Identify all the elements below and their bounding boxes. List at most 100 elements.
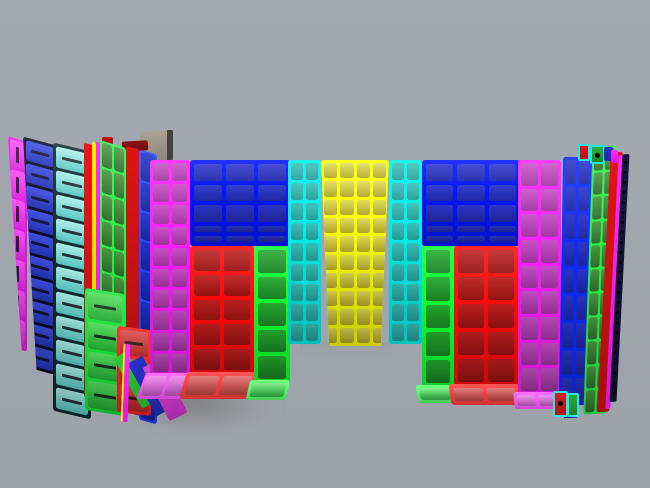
wall-cyan-left-panel[interactable] <box>291 263 303 281</box>
wall-blue-left-panel[interactable] <box>226 184 254 202</box>
tab-top-magenta-right[interactable] <box>611 150 618 163</box>
wall-magenta-right-panel[interactable] <box>541 368 558 391</box>
wall-magenta-left-panel[interactable] <box>153 269 169 288</box>
wall-cyan-right-panel[interactable] <box>407 283 419 301</box>
wall-red-right-panel[interactable] <box>458 304 484 328</box>
left-stack-blue-panel[interactable] <box>26 299 54 326</box>
wall-cyan-right-panel[interactable] <box>407 243 419 261</box>
wall-cyan-right-panel[interactable] <box>407 323 419 341</box>
tab-top-red-right[interactable] <box>578 144 590 161</box>
wall-red-left-panel[interactable] <box>224 324 250 346</box>
wall-blue-right-narrow-panel[interactable] <box>565 187 576 212</box>
ribbon-green-right-panel[interactable] <box>588 293 599 316</box>
wall-cyan-right-panel[interactable] <box>392 163 404 181</box>
wall-green-left-panel[interactable] <box>258 356 286 379</box>
wall-magenta-right-panel[interactable] <box>521 265 538 289</box>
wall-cyan-right-panel[interactable] <box>392 283 404 301</box>
wall-blue-right-narrow-panel[interactable] <box>563 295 574 321</box>
wall-blue-left-panel[interactable] <box>258 225 286 232</box>
wall-blue-right-panel[interactable] <box>488 225 516 232</box>
wall-cyan-left-panel[interactable] <box>291 163 303 181</box>
wall-blue-right-panel[interactable] <box>488 184 516 202</box>
wall-red-right-panel[interactable] <box>458 358 484 382</box>
wall-magenta-left-panel[interactable] <box>171 205 187 224</box>
wall-green-right-panel[interactable] <box>426 359 450 383</box>
wall-red-right-panel[interactable] <box>458 250 484 274</box>
wall-blue-right-panel[interactable] <box>426 235 454 242</box>
wall-magenta-right-panel[interactable] <box>541 316 558 340</box>
wall-blue-right-panel[interactable] <box>457 225 485 232</box>
wall-blue-right-panel[interactable] <box>457 205 485 222</box>
wall-magenta-left-panel[interactable] <box>153 332 169 351</box>
wall-yellow-center-panel[interactable] <box>356 254 370 270</box>
wall-red-right-flare[interactable] <box>448 384 522 405</box>
wall-blue-right-narrow-panel[interactable] <box>563 268 575 294</box>
wall-blue-left-panel[interactable] <box>194 225 222 232</box>
wall-cyan-left-panel[interactable] <box>306 283 318 301</box>
wall-magenta-left[interactable] <box>150 160 190 375</box>
wall-cyan-right-panel[interactable] <box>392 263 404 281</box>
wall-cyan-left-panel[interactable] <box>306 323 318 341</box>
wall-cyan-left[interactable] <box>288 160 321 344</box>
left-wedge-magenta-panel[interactable] <box>10 258 25 290</box>
wall-blue-left-panel[interactable] <box>258 164 286 181</box>
wall-magenta-left-panel[interactable] <box>171 353 187 372</box>
ribbon-green-right-panel[interactable] <box>587 317 598 341</box>
tab-top-blue-right[interactable] <box>604 147 613 161</box>
wall-blue-right[interactable] <box>422 160 520 246</box>
wall-cyan-right-panel[interactable] <box>392 203 404 221</box>
wall-magenta-right-panel[interactable] <box>521 316 538 340</box>
wall-red-right-flare-panel[interactable] <box>486 388 517 401</box>
wall-magenta-right-panel[interactable] <box>541 291 558 314</box>
wall-yellow-center-panel[interactable] <box>340 217 354 234</box>
wall-yellow-center-panel[interactable] <box>356 236 370 252</box>
wall-cyan-right-panel[interactable] <box>407 303 419 321</box>
left-stack-blue-panel[interactable] <box>26 231 54 258</box>
wall-magenta-left-panel[interactable] <box>171 184 187 203</box>
wall-magenta-right-panel[interactable] <box>521 239 538 263</box>
wall-magenta-right-panel[interactable] <box>521 342 538 366</box>
wall-yellow-center-panel[interactable] <box>372 199 386 215</box>
left-stack-blue-panel[interactable] <box>26 322 54 349</box>
ribbon-green-right-panel[interactable] <box>592 172 603 196</box>
ribbon-green-left-panel[interactable] <box>102 246 112 274</box>
wall-red-left-panel[interactable] <box>224 299 250 321</box>
wall-green-right[interactable] <box>422 246 454 387</box>
wall-magenta-right-panel[interactable] <box>541 239 558 263</box>
wall-yellow-center-panel[interactable] <box>340 327 354 343</box>
wall-blue-left-panel[interactable] <box>258 184 286 202</box>
wall-green-right-panel[interactable] <box>426 304 450 329</box>
wall-cyan-right-panel[interactable] <box>407 203 419 221</box>
wall-red-left-panel[interactable] <box>194 299 220 321</box>
wall-cyan-left-panel[interactable] <box>306 183 318 201</box>
wall-magenta-right-panel[interactable] <box>541 214 558 237</box>
wall-yellow-center-panel[interactable] <box>372 254 386 270</box>
wall-cyan-left-panel[interactable] <box>291 323 303 341</box>
ribbon-green-right-panel[interactable] <box>592 196 602 220</box>
wall-yellow-center-panel[interactable] <box>340 163 354 179</box>
wall-green-left-panel[interactable] <box>258 276 286 300</box>
wall-blue-left-panel[interactable] <box>226 225 254 232</box>
wall-green-right-panel[interactable] <box>426 332 450 356</box>
wall-yellow-center-panel[interactable] <box>324 163 338 179</box>
wall-yellow-center-panel[interactable] <box>372 163 386 179</box>
wall-cyan-right-panel[interactable] <box>407 263 419 281</box>
wall-blue-right-narrow-panel[interactable] <box>564 214 576 239</box>
wall-cyan-right-panel[interactable] <box>407 223 419 241</box>
ribbon-green-left-panel[interactable] <box>114 224 124 252</box>
wall-magenta-right-panel[interactable] <box>541 265 558 289</box>
wall-green-right-panel[interactable] <box>426 277 450 301</box>
wall-cyan-left-panel[interactable] <box>291 203 303 221</box>
left-wedge-magenta-panel[interactable] <box>10 139 25 171</box>
wall-magenta-right-panel[interactable] <box>521 368 538 391</box>
tab-bottom-red-right[interactable] <box>553 391 568 417</box>
wall-red-left-panel[interactable] <box>194 324 220 346</box>
wall-red-left-panel[interactable] <box>224 349 250 370</box>
left-wedge-magenta[interactable] <box>8 136 27 351</box>
wall-red-right-panel[interactable] <box>488 304 514 328</box>
wall-blue-right-narrow-panel[interactable] <box>576 296 587 321</box>
wall-cyan-right[interactable] <box>389 160 422 344</box>
wall-green-left-panel[interactable] <box>258 250 286 273</box>
wall-blue-right-narrow-panel[interactable] <box>562 350 573 375</box>
wall-yellow-center-panel[interactable] <box>372 291 386 307</box>
